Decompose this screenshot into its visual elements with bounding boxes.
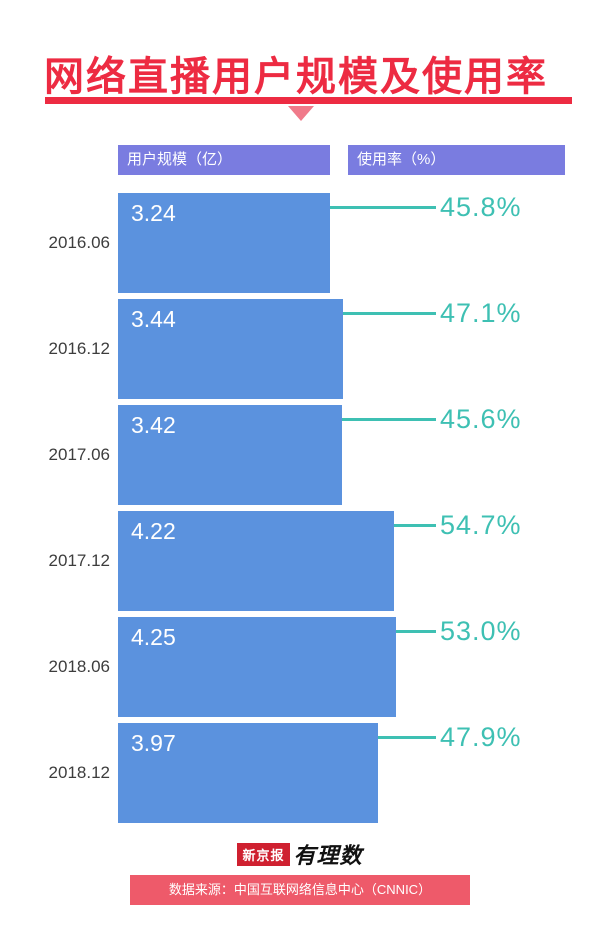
chart-row: 2018.06 4.25 53.0% xyxy=(0,617,600,717)
rate-connector-line xyxy=(396,630,436,633)
title-pointer-triangle xyxy=(288,106,314,121)
period-label: 2016.06 xyxy=(48,233,110,252)
user-scale-bar: 4.25 xyxy=(118,617,396,717)
chart-row: 2017.06 3.42 45.6% xyxy=(0,405,600,505)
period-label: 2017.06 xyxy=(48,445,110,464)
user-scale-bar: 3.24 xyxy=(118,193,330,293)
period-label: 2018.12 xyxy=(48,763,110,782)
period-label: 2016.12 xyxy=(48,339,110,358)
rate-connector-line xyxy=(378,736,436,739)
user-scale-bar: 3.97 xyxy=(118,723,378,823)
user-scale-value: 4.25 xyxy=(131,624,176,650)
rate-connector-line xyxy=(330,206,436,209)
usage-rate-value: 45.8% xyxy=(440,192,522,222)
chart-row: 2018.12 3.97 47.9% xyxy=(0,723,600,823)
rate-connector-line xyxy=(342,418,436,421)
bjnews-logo: 新京报 xyxy=(237,842,290,866)
youlishu-logo: 有理数 xyxy=(293,843,363,868)
bar-chart: 2016.06 3.24 45.8% 2016.12 3.44 47.1% 20… xyxy=(0,193,600,829)
period-label: 2017.12 xyxy=(48,551,110,570)
user-scale-value: 3.42 xyxy=(131,412,176,438)
user-scale-bar: 3.44 xyxy=(118,299,343,399)
page-title: 网络直播用户规模及使用率 xyxy=(44,55,548,99)
legend-usage-rate: 使用率（%） xyxy=(348,145,565,175)
usage-rate-value: 53.0% xyxy=(440,616,522,646)
usage-rate-value: 47.1% xyxy=(440,298,522,328)
legend-user-scale: 用户规模（亿） xyxy=(118,145,330,175)
user-scale-bar: 4.22 xyxy=(118,511,394,611)
user-scale-value: 3.44 xyxy=(131,306,176,332)
chart-row: 2017.12 4.22 54.7% xyxy=(0,511,600,611)
chart-row: 2016.06 3.24 45.8% xyxy=(0,193,600,293)
user-scale-bar: 3.42 xyxy=(118,405,342,505)
user-scale-value: 3.24 xyxy=(131,200,176,226)
user-scale-value: 3.97 xyxy=(131,730,176,756)
usage-rate-value: 54.7% xyxy=(440,510,522,540)
rate-connector-line xyxy=(394,524,436,527)
usage-rate-value: 47.9% xyxy=(440,722,522,752)
usage-rate-value: 45.6% xyxy=(440,404,522,434)
data-source-bar: 数据来源：中国互联网络信息中心（CNNIC） xyxy=(130,875,470,905)
chart-row: 2016.12 3.44 47.1% xyxy=(0,299,600,399)
brand-strip: 新京报 有理数 xyxy=(0,840,600,868)
period-label: 2018.06 xyxy=(48,657,110,676)
title-underline xyxy=(45,97,572,104)
rate-connector-line xyxy=(343,312,436,315)
user-scale-value: 4.22 xyxy=(131,518,176,544)
